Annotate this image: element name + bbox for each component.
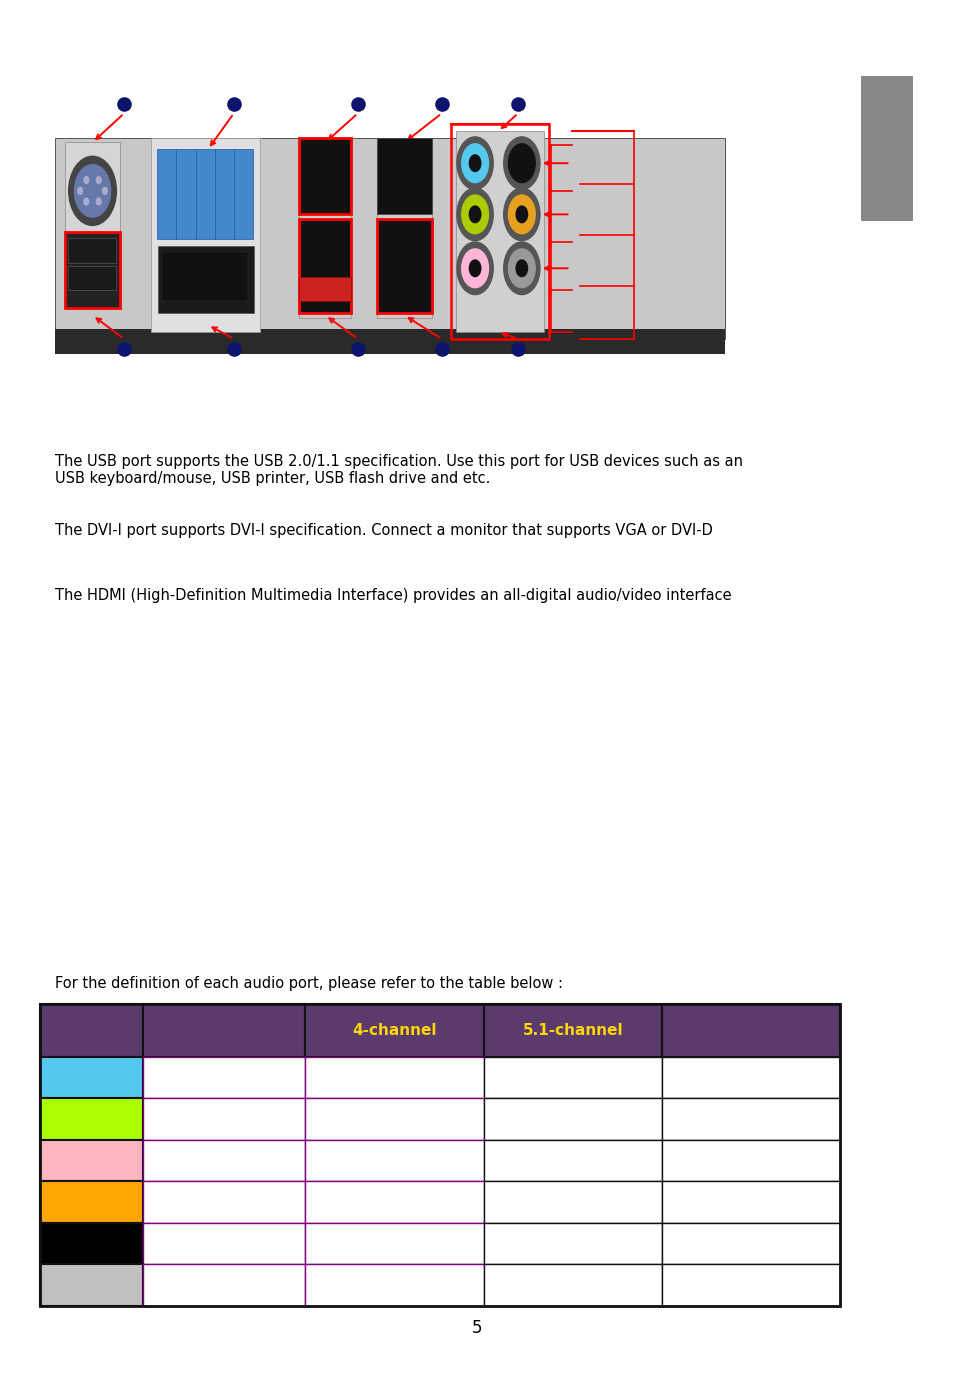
- Text: The DVI-I port supports DVI-I specification. Connect a monitor that supports VGA: The DVI-I port supports DVI-I specificat…: [55, 523, 713, 538]
- Circle shape: [516, 260, 527, 277]
- FancyBboxPatch shape: [661, 1181, 839, 1223]
- Circle shape: [96, 198, 101, 205]
- FancyBboxPatch shape: [40, 1264, 143, 1306]
- FancyBboxPatch shape: [40, 1181, 143, 1223]
- Circle shape: [508, 144, 535, 183]
- Point: [434, 337, 449, 360]
- FancyBboxPatch shape: [55, 329, 724, 354]
- FancyBboxPatch shape: [68, 238, 116, 263]
- FancyBboxPatch shape: [55, 138, 724, 339]
- Circle shape: [503, 188, 539, 241]
- Circle shape: [456, 188, 493, 241]
- FancyBboxPatch shape: [158, 246, 253, 313]
- Circle shape: [77, 188, 83, 195]
- Circle shape: [102, 188, 107, 195]
- FancyBboxPatch shape: [376, 138, 432, 214]
- Circle shape: [508, 249, 535, 288]
- Circle shape: [516, 206, 527, 223]
- FancyBboxPatch shape: [483, 1264, 661, 1306]
- Circle shape: [69, 156, 116, 225]
- FancyBboxPatch shape: [143, 1140, 305, 1181]
- FancyBboxPatch shape: [40, 1004, 143, 1057]
- FancyBboxPatch shape: [483, 1098, 661, 1140]
- FancyBboxPatch shape: [860, 76, 912, 221]
- Circle shape: [516, 155, 527, 171]
- FancyBboxPatch shape: [661, 1004, 839, 1057]
- Point: [350, 337, 365, 360]
- Circle shape: [456, 242, 493, 295]
- FancyBboxPatch shape: [376, 138, 432, 318]
- FancyBboxPatch shape: [305, 1004, 483, 1057]
- FancyBboxPatch shape: [661, 1140, 839, 1181]
- Text: 5: 5: [471, 1318, 482, 1337]
- FancyBboxPatch shape: [40, 1140, 143, 1181]
- FancyBboxPatch shape: [298, 277, 351, 301]
- Circle shape: [508, 195, 535, 234]
- FancyBboxPatch shape: [305, 1098, 483, 1140]
- FancyBboxPatch shape: [661, 1098, 839, 1140]
- FancyBboxPatch shape: [298, 138, 351, 214]
- Text: The USB port supports the USB 2.0/1.1 specification. Use this port for USB devic: The USB port supports the USB 2.0/1.1 sp…: [55, 454, 742, 485]
- FancyBboxPatch shape: [483, 1223, 661, 1264]
- Text: 4-channel: 4-channel: [352, 1023, 436, 1037]
- Circle shape: [469, 260, 480, 277]
- Circle shape: [461, 195, 488, 234]
- FancyBboxPatch shape: [143, 1057, 305, 1098]
- Point: [434, 93, 449, 115]
- FancyBboxPatch shape: [483, 1181, 661, 1223]
- Circle shape: [503, 242, 539, 295]
- Point: [116, 337, 132, 360]
- FancyBboxPatch shape: [143, 1004, 305, 1057]
- FancyBboxPatch shape: [305, 1140, 483, 1181]
- Point: [510, 337, 525, 360]
- FancyBboxPatch shape: [40, 1057, 143, 1098]
- FancyBboxPatch shape: [305, 1181, 483, 1223]
- FancyBboxPatch shape: [305, 1264, 483, 1306]
- FancyBboxPatch shape: [661, 1057, 839, 1098]
- FancyBboxPatch shape: [298, 138, 351, 318]
- FancyBboxPatch shape: [483, 1057, 661, 1098]
- FancyBboxPatch shape: [151, 138, 260, 332]
- FancyBboxPatch shape: [143, 1098, 305, 1140]
- Point: [350, 93, 365, 115]
- FancyBboxPatch shape: [65, 142, 120, 281]
- FancyBboxPatch shape: [483, 1140, 661, 1181]
- FancyBboxPatch shape: [305, 1057, 483, 1098]
- Circle shape: [469, 155, 480, 171]
- FancyBboxPatch shape: [143, 1223, 305, 1264]
- FancyBboxPatch shape: [65, 232, 120, 308]
- FancyBboxPatch shape: [483, 1004, 661, 1057]
- Text: For the definition of each audio port, please refer to the table below :: For the definition of each audio port, p…: [55, 976, 562, 992]
- Circle shape: [84, 177, 89, 184]
- FancyBboxPatch shape: [661, 1264, 839, 1306]
- Circle shape: [461, 144, 488, 183]
- FancyBboxPatch shape: [376, 219, 432, 313]
- Circle shape: [96, 177, 101, 184]
- Text: The HDMI (High-Definition Multimedia Interface) provides an all-digital audio/vi: The HDMI (High-Definition Multimedia Int…: [55, 588, 731, 603]
- FancyBboxPatch shape: [162, 252, 248, 301]
- FancyBboxPatch shape: [143, 1264, 305, 1306]
- Circle shape: [84, 198, 89, 205]
- FancyBboxPatch shape: [456, 131, 543, 332]
- Text: 5.1-channel: 5.1-channel: [522, 1023, 622, 1037]
- FancyBboxPatch shape: [143, 1181, 305, 1223]
- Circle shape: [456, 137, 493, 189]
- FancyBboxPatch shape: [40, 1098, 143, 1140]
- FancyBboxPatch shape: [68, 266, 116, 290]
- Circle shape: [74, 165, 111, 217]
- Circle shape: [503, 137, 539, 189]
- Circle shape: [469, 206, 480, 223]
- FancyBboxPatch shape: [298, 219, 351, 313]
- Point: [510, 93, 525, 115]
- FancyBboxPatch shape: [661, 1223, 839, 1264]
- Point: [226, 93, 241, 115]
- FancyBboxPatch shape: [305, 1223, 483, 1264]
- FancyBboxPatch shape: [40, 1223, 143, 1264]
- Circle shape: [461, 249, 488, 288]
- FancyBboxPatch shape: [157, 149, 253, 239]
- Point: [116, 93, 132, 115]
- Point: [226, 337, 241, 360]
